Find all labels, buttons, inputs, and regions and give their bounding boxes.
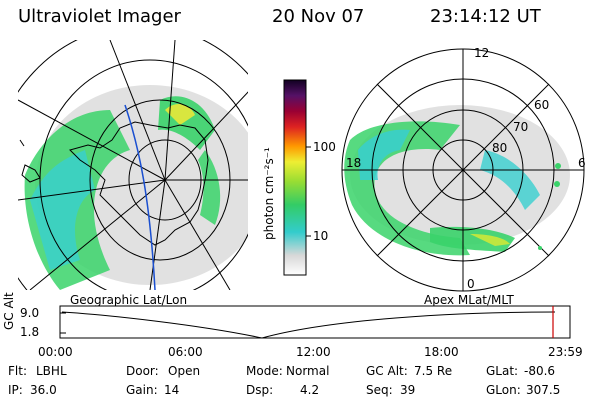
info-glon-key: GLon: xyxy=(486,383,521,397)
page-title: Ultraviolet Imager xyxy=(18,6,181,27)
info-gcalt-value: 7.5 Re xyxy=(414,364,453,378)
info-door-value: Open xyxy=(168,364,201,378)
info-glat-key: GLat: xyxy=(486,364,519,378)
altitude-ytick-1-8: 1.8 xyxy=(20,325,40,339)
info-gain-key: Gain: xyxy=(126,383,158,397)
altitude-ytick-9: 9.0 xyxy=(20,306,40,320)
info-gain-value: 14 xyxy=(164,383,180,397)
info-glat-value: -80.6 xyxy=(524,364,556,378)
info-seq-key: Seq: xyxy=(366,383,393,397)
polar-label-6: 6 xyxy=(578,156,586,170)
polar-label-0: 0 xyxy=(467,277,475,291)
colorbar-tick-10: 10 xyxy=(313,229,329,243)
altitude-ylabel: GC Alt xyxy=(2,292,16,330)
info-gcalt-key: GC Alt: xyxy=(366,364,408,378)
info-flt-value: LBHL xyxy=(36,364,67,378)
info-door-key: Door: xyxy=(126,364,159,378)
polar-ring-70: 70 xyxy=(513,120,529,134)
polar-label-12: 12 xyxy=(474,46,490,60)
info-mode-key: Mode: xyxy=(246,364,283,378)
left-panel-title: Geographic Lat/Lon xyxy=(70,293,188,307)
altitude-xtick-1200: 12:00 xyxy=(296,345,331,359)
info-flt-key: Flt: xyxy=(8,364,27,378)
altitude-xtick-0000: 00:00 xyxy=(38,345,73,359)
polar-label-18: 18 xyxy=(346,156,362,170)
header-time: 23:14:12 UT xyxy=(430,6,541,27)
altitude-xtick-2359: 23:59 xyxy=(548,345,583,359)
right-panel-title: Apex MLat/MLT xyxy=(424,293,514,307)
polar-ring-60: 60 xyxy=(534,98,550,112)
info-ip-key: IP: xyxy=(8,383,23,397)
info-dsp-key: Dsp: xyxy=(246,383,274,397)
info-ip-value: 36.0 xyxy=(30,383,57,397)
altitude-xtick-0600: 06:00 xyxy=(168,345,203,359)
info-seq-value: 39 xyxy=(400,383,416,397)
info-dsp-value: 4.2 xyxy=(300,383,320,397)
header-date: 20 Nov 07 xyxy=(272,6,365,27)
info-glon-value: 307.5 xyxy=(526,383,561,397)
info-mode-value: Normal xyxy=(286,364,330,378)
colorbar-tick-100: 100 xyxy=(313,140,336,154)
altitude-xtick-1800: 18:00 xyxy=(424,345,459,359)
polar-ring-80: 80 xyxy=(492,141,508,155)
